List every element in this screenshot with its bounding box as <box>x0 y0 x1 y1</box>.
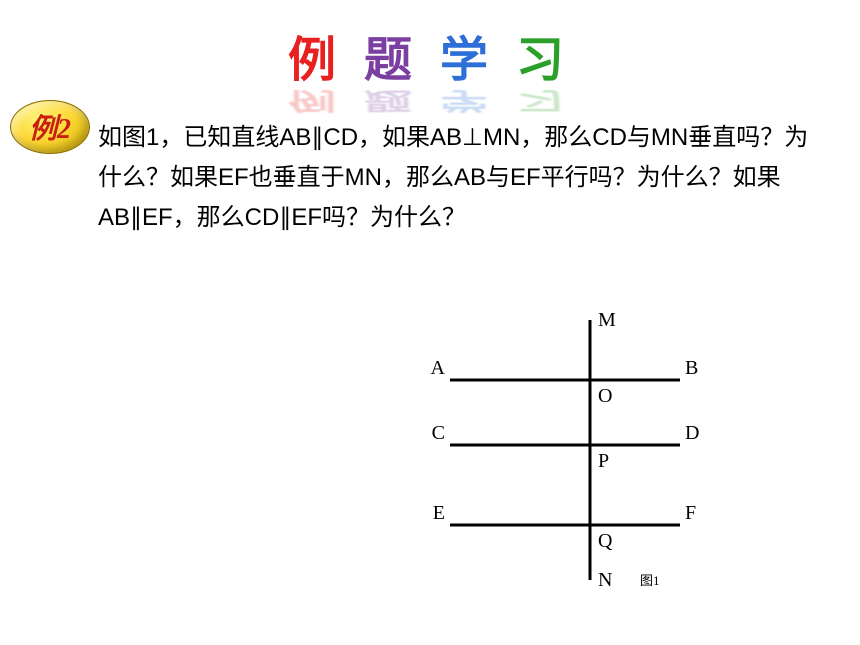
svg-text:B: B <box>685 357 698 379</box>
svg-text:E: E <box>433 502 445 524</box>
example-number-badge: 例2 <box>10 100 90 154</box>
wordart-char-2: 题 <box>364 20 420 90</box>
svg-text:N: N <box>598 569 612 591</box>
svg-text:D: D <box>685 422 699 444</box>
example-number: 例2 <box>29 107 71 147</box>
slide-header: 例 题 学 习 例 题 学 习 <box>0 0 860 100</box>
geometry-figure: M N A B C D E F O P Q <box>420 300 710 600</box>
wordart-title: 例 题 学 习 例 题 学 习 <box>288 20 572 90</box>
svg-text:Q: Q <box>598 530 613 552</box>
wordart-reflection: 例 题 学 习 <box>288 86 572 121</box>
svg-text:A: A <box>431 357 446 379</box>
wordart-char-4: 习 <box>516 20 572 90</box>
question-text: 如图1，已知直线AB∥CD，如果AB⊥MN，那么CD与MN垂直吗？为什么？如果E… <box>98 118 818 238</box>
wordart-char-1: 例 <box>288 20 344 90</box>
figure-caption: 图1 <box>640 570 660 589</box>
svg-text:F: F <box>685 502 696 524</box>
svg-text:O: O <box>598 385 612 407</box>
svg-text:P: P <box>598 450 609 472</box>
svg-text:M: M <box>598 309 616 331</box>
figure-svg: M N A B C D E F O P Q <box>420 300 710 600</box>
wordart-char-3: 学 <box>440 20 496 90</box>
svg-text:C: C <box>432 422 445 444</box>
